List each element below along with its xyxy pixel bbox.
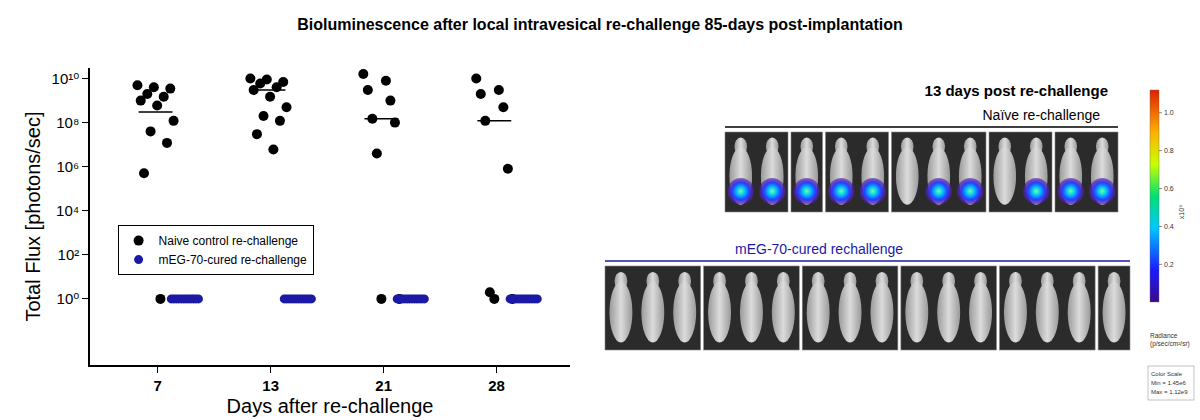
svg-text:Naïve re-challenge: Naïve re-challenge	[982, 107, 1100, 123]
svg-text:10⁴: 10⁴	[56, 202, 79, 219]
svg-text:13 days post re-challenge: 13 days post re-challenge	[925, 82, 1108, 99]
svg-text:Bioluminescence after local in: Bioluminescence after local intravesical…	[297, 16, 903, 33]
svg-text:7: 7	[154, 377, 162, 394]
svg-text:mEG-70-cured rechallenge: mEG-70-cured rechallenge	[735, 241, 903, 257]
svg-text:10⁶: 10⁶	[56, 158, 79, 175]
svg-text:Radiance: Radiance	[1150, 332, 1178, 339]
svg-text:28: 28	[488, 377, 505, 394]
svg-text:Total Flux [photons/sec]: Total Flux [photons/sec]	[22, 111, 44, 321]
svg-text:0.2: 0.2	[1164, 261, 1174, 268]
svg-text:Max = 1.12e9: Max = 1.12e9	[1151, 389, 1188, 395]
svg-text:Days after re-challenge: Days after re-challenge	[227, 395, 434, 417]
svg-text:10²: 10²	[58, 246, 80, 263]
svg-text:10¹⁰: 10¹⁰	[52, 70, 80, 87]
svg-text:1.0: 1.0	[1164, 109, 1174, 116]
svg-text:Color Scale: Color Scale	[1151, 371, 1183, 377]
svg-text:0.4: 0.4	[1164, 223, 1174, 230]
svg-text:13: 13	[262, 377, 279, 394]
svg-text:0.8: 0.8	[1164, 147, 1174, 154]
svg-text:x10⁹: x10⁹	[1178, 205, 1185, 219]
svg-text:mEG-70-cured re-challenge: mEG-70-cured re-challenge	[159, 253, 307, 267]
svg-text:10⁸: 10⁸	[56, 114, 79, 131]
svg-text:0.6: 0.6	[1164, 185, 1174, 192]
svg-text:Naive control re-challenge: Naive control re-challenge	[159, 234, 299, 248]
svg-text:21: 21	[375, 377, 392, 394]
svg-text:10⁰: 10⁰	[57, 290, 80, 307]
svg-text:(p/sec/cm²/sr): (p/sec/cm²/sr)	[1150, 340, 1190, 348]
svg-text:Min = 1.45e6: Min = 1.45e6	[1151, 380, 1187, 386]
